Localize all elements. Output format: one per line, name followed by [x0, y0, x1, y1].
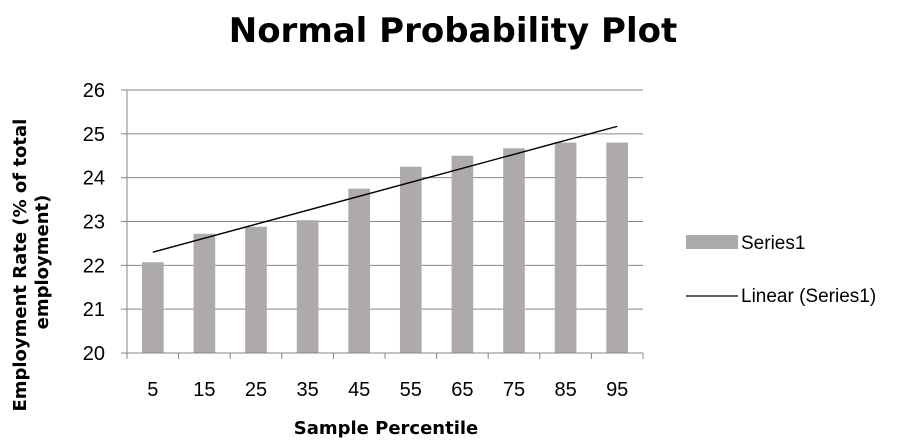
x-tick-label: 35: [296, 379, 318, 401]
y-tick-label: 22: [83, 255, 105, 277]
x-tick-label: 75: [503, 379, 525, 401]
chart-title: Normal Probability Plot: [229, 11, 678, 51]
y-tick-label: 24: [83, 168, 105, 190]
x-tick-label: 85: [554, 379, 576, 401]
trendline-group: [152, 125, 618, 253]
legend-swatch-series1: [686, 235, 738, 249]
x-tick-labels: 5 15 25 35 45 55 65 75 85 95: [126, 353, 644, 401]
y-tick-labels: 20 21 22 23 24 25 26: [83, 80, 127, 365]
x-tick-label: 65: [451, 379, 473, 401]
trendline-linear: [152, 125, 618, 253]
bar-series1: [296, 220, 319, 353]
x-tick-label: 95: [606, 379, 628, 401]
bars: [141, 142, 629, 353]
legend-label-linear: Linear (Series1): [741, 286, 876, 307]
y-axis-title: Employment Rate (% of total employment): [10, 112, 53, 411]
legend-label-series1: Series1: [741, 233, 805, 254]
x-axis-title: Sample Percentile: [294, 418, 479, 439]
y-axis-title-line-1: Employment Rate (% of total: [10, 119, 31, 412]
bar-series1: [348, 188, 371, 353]
bar-series1: [451, 155, 474, 353]
y-tick-label: 26: [83, 80, 105, 102]
x-tick-label: 45: [348, 379, 370, 401]
bar-series1: [141, 262, 164, 353]
x-tick-label: 15: [193, 379, 215, 401]
legend: Series1 Linear (Series1): [686, 233, 876, 307]
y-tick-label: 21: [83, 299, 105, 321]
bar-series1: [554, 142, 577, 353]
bar-series1: [245, 226, 267, 353]
y-tick-label: 23: [83, 212, 105, 234]
bar-series1: [399, 166, 422, 353]
bar-series1: [606, 142, 629, 353]
x-tick-label: 5: [147, 379, 158, 401]
bar-series1: [193, 233, 216, 353]
bar-series1: [503, 148, 525, 353]
x-tick-label: 25: [245, 379, 267, 401]
y-tick-label: 20: [83, 343, 105, 365]
y-tick-label: 25: [83, 124, 105, 146]
x-tick-label: 55: [400, 379, 422, 401]
y-axis-title-line-2: employment): [32, 195, 53, 330]
